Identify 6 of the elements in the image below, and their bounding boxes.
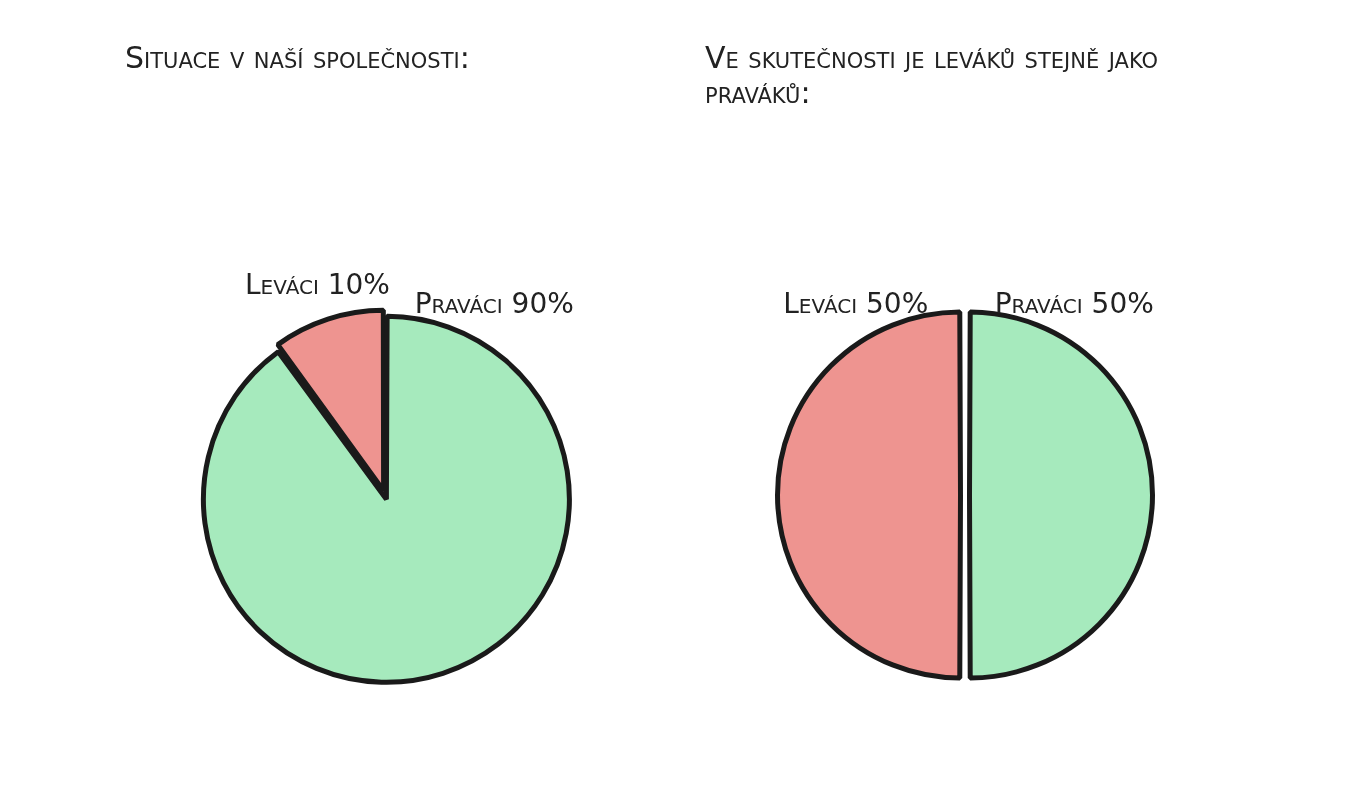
slice-label: Praváci 90% <box>414 287 574 321</box>
slice-label: Leváci 50% <box>783 287 929 321</box>
slice-label: Praváci 50% <box>994 287 1154 321</box>
chart-title: Situace v naší společnosti: <box>124 39 471 77</box>
slice-label: Leváci 10% <box>245 268 390 302</box>
chart-title: Ve skutečnosti je leváků stejně jako praváků: <box>704 39 1160 112</box>
